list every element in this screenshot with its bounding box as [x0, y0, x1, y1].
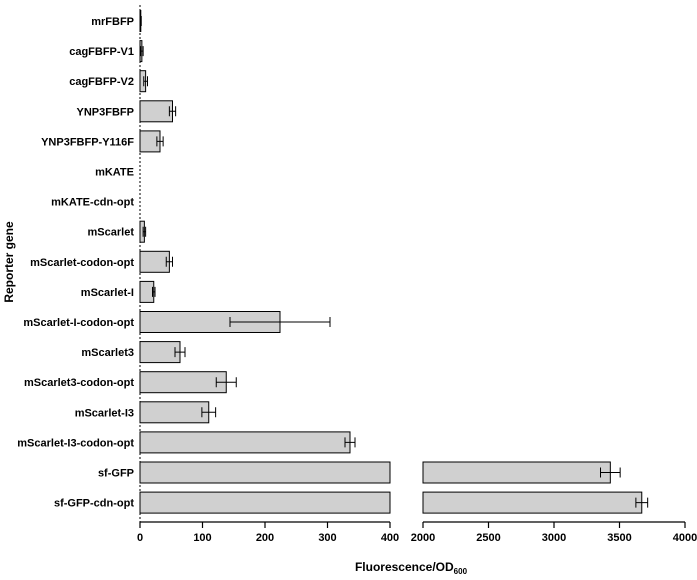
- category-label-mrfbfp: mrFBFP: [91, 16, 134, 28]
- error-bar-cagfbfp-v2: [143, 76, 148, 87]
- error-bar-ynp3fbfp: [168, 106, 177, 117]
- x-axis-title-subscript: 600: [454, 567, 468, 576]
- x-tick-label-3000: 3000: [542, 532, 566, 544]
- error-bar-mscarlet3-codon-opt: [215, 377, 237, 388]
- category-label-mscarlet-i3-codon-opt: mScarlet-I3-codon-opt: [17, 437, 134, 449]
- category-label-ynp3fbfp-y116f: YNP3FBFP-Y116F: [41, 136, 134, 148]
- bar-mscarlet-codon-opt: [139, 250, 170, 273]
- bar-sf-gfp-cdn-opt-upper: [422, 491, 643, 514]
- x-tick-label-100: 100: [193, 532, 211, 544]
- bar-mscarlet-i3-codon-opt: [139, 431, 351, 454]
- error-bar-mscarlet-codon-opt: [165, 256, 173, 267]
- category-label-sf-gfp: sf-GFP: [98, 468, 134, 480]
- category-label-mscarlet-i: mScarlet-I: [81, 287, 134, 299]
- bar-sf-gfp-cdn-opt-lower: [139, 491, 391, 514]
- x-tick-label-400: 400: [381, 532, 399, 544]
- x-axis-title-main: Fluorescence/OD: [355, 560, 454, 574]
- x-tick-label-2500: 2500: [476, 532, 500, 544]
- x-axis: 0 100 200 300 400 2000 2500 3000 3500 4000: [137, 5, 697, 544]
- category-label-mscarlet-i-codon-opt: mScarlet-I-codon-opt: [23, 317, 134, 329]
- category-label-mscarlet-codon-opt: mScarlet-codon-opt: [30, 257, 134, 269]
- category-label-mscarlet3: mScarlet3: [81, 347, 134, 359]
- bar-mscarlet3-codon-opt: [139, 371, 227, 394]
- error-bar-cagfbfp-v1: [140, 46, 144, 57]
- category-labels: mrFBFP cagFBFP-V1 cagFBFP-V2 YNP3FBFP YNP3FB…: [17, 16, 134, 510]
- x-tick-label-300: 300: [318, 532, 336, 544]
- x-tick-label-0: 0: [137, 532, 143, 544]
- error-bar-mscarlet-i3-codon-opt: [344, 437, 356, 448]
- error-bar-sf-gfp: [600, 467, 621, 478]
- error-bar-ynp3fbfp-y116f: [156, 136, 164, 147]
- x-tick-label-200: 200: [256, 532, 274, 544]
- error-bar-sf-gfp-cdn-opt: [635, 497, 649, 508]
- bar-ynp3fbfp: [139, 100, 173, 123]
- error-bar-mscarlet3: [174, 347, 186, 358]
- category-label-mkate: mKATE: [95, 167, 134, 179]
- x-axis-title: Fluorescence/OD600: [355, 560, 468, 576]
- error-bar-mscarlet: [142, 226, 147, 237]
- x-tick-label-3500: 3500: [607, 532, 631, 544]
- category-label-mscarlet-i3: mScarlet-I3: [75, 407, 134, 419]
- bar-sf-gfp-lower: [139, 461, 391, 484]
- category-label-mkate-cdn-opt: mKATE-cdn-opt: [51, 197, 134, 209]
- category-label-cagfbfp-v1: cagFBFP-V1: [69, 46, 134, 58]
- bar-mscarlet-i: [139, 280, 155, 303]
- bar-mscarlet3: [139, 341, 181, 364]
- y-axis-title: Reporter gene: [2, 221, 16, 303]
- bar-mscarlet-i3: [139, 401, 210, 424]
- error-bar-mscarlet-i-codon-opt: [229, 317, 331, 327]
- error-bar-mscarlet-i: [152, 286, 156, 297]
- bar-sf-gfp-upper: [422, 461, 611, 484]
- category-label-cagfbfp-v2: cagFBFP-V2: [69, 76, 134, 88]
- error-bar-mscarlet-i3: [201, 407, 217, 418]
- x-tick-label-4000: 4000: [673, 532, 697, 544]
- category-label-mscarlet3-codon-opt: mScarlet3-codon-opt: [24, 377, 134, 389]
- category-label-sf-gfp-cdn-opt: sf-GFP-cdn-opt: [54, 498, 134, 510]
- bars-layer: [139, 10, 649, 514]
- category-label-mscarlet: mScarlet: [88, 227, 135, 239]
- category-label-ynp3fbfp: YNP3FBFP: [77, 106, 134, 118]
- x-tick-label-2000: 2000: [411, 532, 435, 544]
